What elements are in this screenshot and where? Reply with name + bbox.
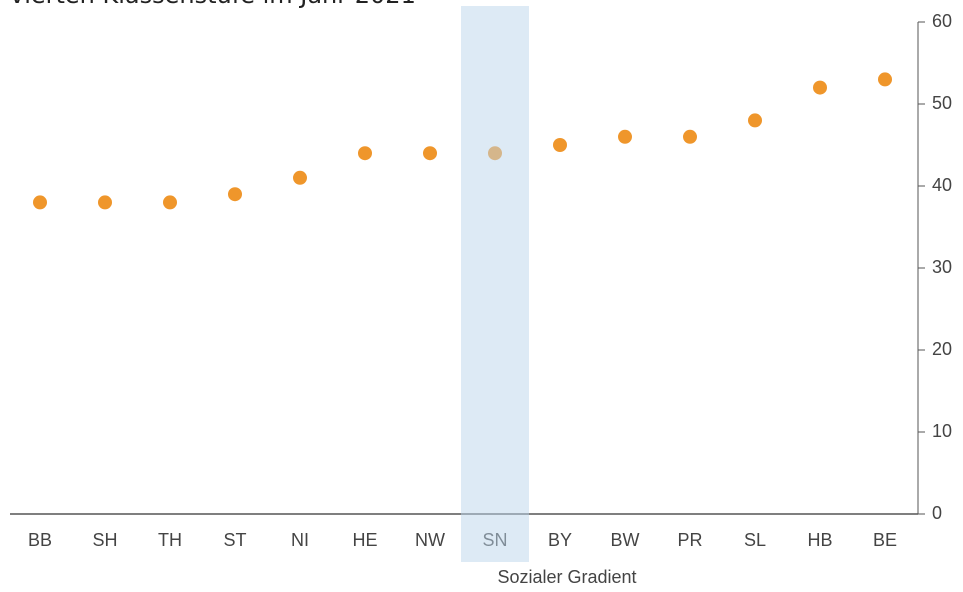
y-tick-label: 60 xyxy=(932,11,952,31)
dot xyxy=(423,146,437,161)
dot xyxy=(813,80,827,95)
y-tick-label: 20 xyxy=(932,339,952,359)
dot xyxy=(33,195,47,210)
x-tick-label: PR xyxy=(677,530,702,550)
dot xyxy=(748,113,762,128)
dot xyxy=(358,146,372,161)
x-tick-label: BE xyxy=(873,530,897,550)
dot xyxy=(618,129,632,144)
dot xyxy=(293,170,307,185)
dot xyxy=(878,72,892,87)
x-tick-label: NI xyxy=(291,530,309,550)
dot xyxy=(553,138,567,152)
y-tick-label: 40 xyxy=(932,175,952,195)
chart-title: vierten Klassenstufe im Jahr 2021 xyxy=(10,0,416,9)
x-tick-label: NW xyxy=(415,530,445,550)
x-tick-label: BW xyxy=(611,530,640,550)
y-tick-label: 10 xyxy=(932,421,952,441)
y-tick-label: 50 xyxy=(932,93,952,113)
x-tick-label: SL xyxy=(744,530,766,550)
x-tick-label: BB xyxy=(28,530,52,550)
x-axis-label: Sozialer Gradient xyxy=(497,567,636,587)
x-tick-label: TH xyxy=(158,530,182,550)
highlight-band xyxy=(461,6,529,562)
dot xyxy=(683,129,697,144)
y-tick-label: 30 xyxy=(932,257,952,277)
dot xyxy=(228,187,242,202)
x-tick-label: HB xyxy=(807,530,832,550)
x-tick-label: BY xyxy=(548,530,572,550)
dot xyxy=(98,195,112,210)
x-tick-label: SH xyxy=(92,530,117,550)
y-tick-label: 0 xyxy=(932,503,942,523)
x-tick-label: ST xyxy=(223,530,246,550)
x-tick-label: HE xyxy=(352,530,377,550)
dot xyxy=(163,195,177,210)
